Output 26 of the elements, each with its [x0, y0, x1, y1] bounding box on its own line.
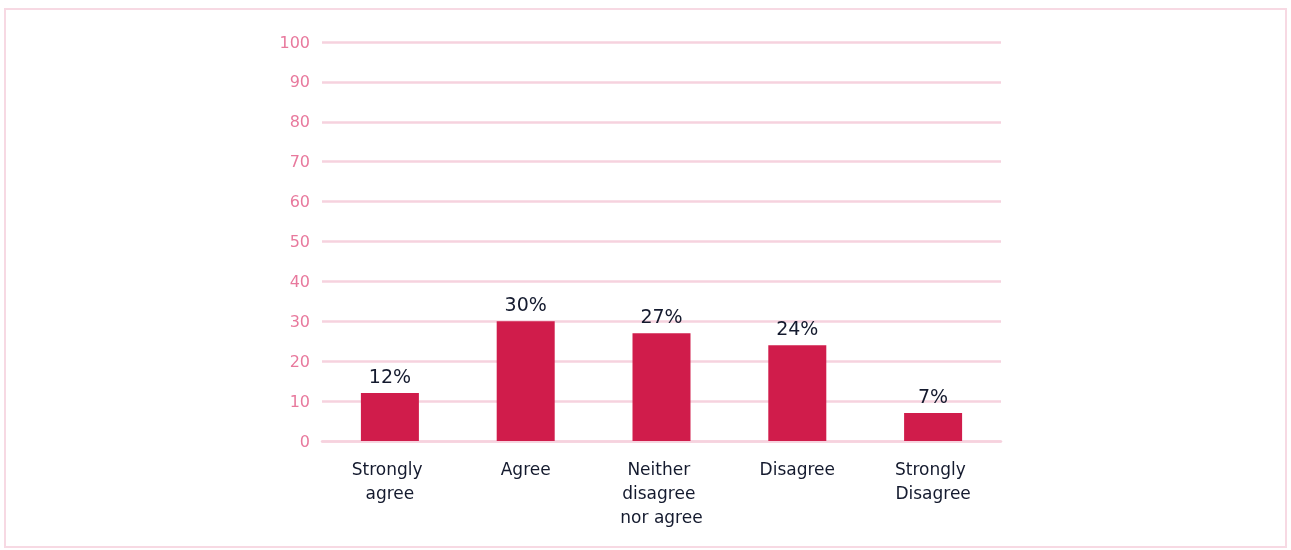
y-tick-label: 0 [299, 431, 310, 451]
bar [904, 413, 963, 441]
y-tick-label: 30 [289, 311, 310, 331]
data-label: 30% [504, 292, 547, 315]
data-label: 12% [368, 364, 412, 387]
bar [360, 393, 419, 441]
x-tick-label: Disagree [759, 459, 836, 479]
y-tick-label: 10 [289, 391, 310, 411]
bar [632, 333, 691, 441]
y-tick-label: 70 [289, 152, 310, 172]
x-tick-label: Agree [500, 459, 551, 479]
y-tick-label: 50 [289, 232, 310, 251]
x-tick-label: Neither disagree nor agree [620, 459, 703, 527]
bar [768, 345, 827, 441]
y-tick-label: 40 [289, 271, 310, 291]
data-label: 7% [918, 384, 949, 407]
y-tick-label: 20 [289, 351, 310, 371]
y-tick-label: 80 [289, 112, 310, 132]
bar [496, 321, 555, 441]
x-tick-label: Strongly agree [351, 459, 429, 503]
data-label: 24% [776, 316, 819, 339]
x-tick-label: Strongly Disagree [894, 459, 972, 503]
y-tick-label: 90 [289, 72, 310, 92]
y-tick-label: 100 [279, 32, 310, 52]
data-label: 27% [640, 304, 683, 327]
y-tick-label: 60 [289, 192, 310, 212]
